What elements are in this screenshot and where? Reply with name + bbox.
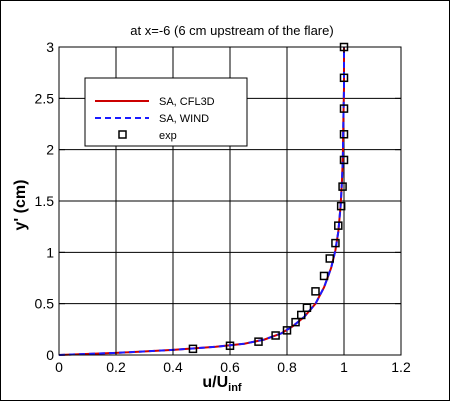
y-tick-label: 1 bbox=[46, 244, 54, 260]
x-tick-label: 0.4 bbox=[163, 359, 183, 375]
exp-data-point bbox=[291, 317, 300, 327]
exp-data-point bbox=[339, 155, 349, 165]
legend-label-exp: exp bbox=[159, 130, 177, 142]
exp-data-point bbox=[339, 130, 349, 139]
y-tick-label: 3 bbox=[46, 39, 54, 55]
x-tick-label: 1 bbox=[340, 359, 348, 375]
y-tick-label: 0.5 bbox=[35, 296, 55, 312]
exp-data-point bbox=[334, 221, 343, 230]
x-tick-label: 0.8 bbox=[277, 359, 297, 375]
x-axis-label-main: u/U bbox=[202, 374, 228, 391]
exp-data-point bbox=[302, 303, 312, 313]
legend-box bbox=[84, 77, 248, 147]
tick-labels: 0 0.2 0.4 0.6 0.8 1 1.2 0 0.5 1 1.5 2 2.5 3 bbox=[35, 39, 411, 375]
y-tick-label: 2.5 bbox=[35, 90, 55, 106]
y-tick-label: 0 bbox=[46, 347, 54, 363]
chart-title: at x=-6 (6 cm upstream of the flare) bbox=[130, 23, 333, 38]
y-tick-label: 2 bbox=[46, 142, 54, 158]
exp-data-point bbox=[331, 238, 340, 248]
legend-swatch-exp bbox=[118, 130, 127, 139]
exp-data-point bbox=[339, 104, 349, 113]
series-layer bbox=[58, 47, 345, 356]
x-tick-label: 0 bbox=[55, 359, 63, 375]
legend-label-sa-wind: SA, WIND bbox=[159, 113, 209, 125]
exp-data-point bbox=[319, 271, 329, 281]
exp-data-point bbox=[338, 182, 347, 191]
exp-data-point bbox=[271, 331, 280, 340]
x-tick-label: 1.2 bbox=[391, 359, 411, 375]
exp-data-point bbox=[188, 344, 198, 354]
y-tick-label: 1.5 bbox=[35, 193, 55, 209]
y-axis-label: y' (cm) bbox=[12, 180, 29, 231]
x-axis-label-sub: inf bbox=[228, 382, 242, 394]
exp-data-point bbox=[311, 287, 320, 296]
exp-data-point bbox=[254, 337, 263, 346]
legend-label-sa-cfl3d: SA, CFL3D bbox=[159, 96, 215, 108]
legend: SA, CFL3D SA, WIND exp bbox=[84, 77, 248, 147]
exp-data-point bbox=[325, 254, 334, 263]
x-axis-label: u/Uinf bbox=[202, 374, 242, 394]
series-line-sa-wind bbox=[58, 47, 345, 356]
exp-data-point bbox=[297, 310, 306, 320]
axis-ticks bbox=[58, 46, 402, 356]
exp-data-point bbox=[336, 201, 346, 211]
x-tick-label: 0.6 bbox=[220, 359, 240, 375]
x-tick-label: 0.2 bbox=[106, 359, 126, 375]
exp-data-point bbox=[282, 326, 292, 335]
exp-data-point bbox=[339, 73, 349, 83]
exp-markers bbox=[188, 42, 349, 354]
